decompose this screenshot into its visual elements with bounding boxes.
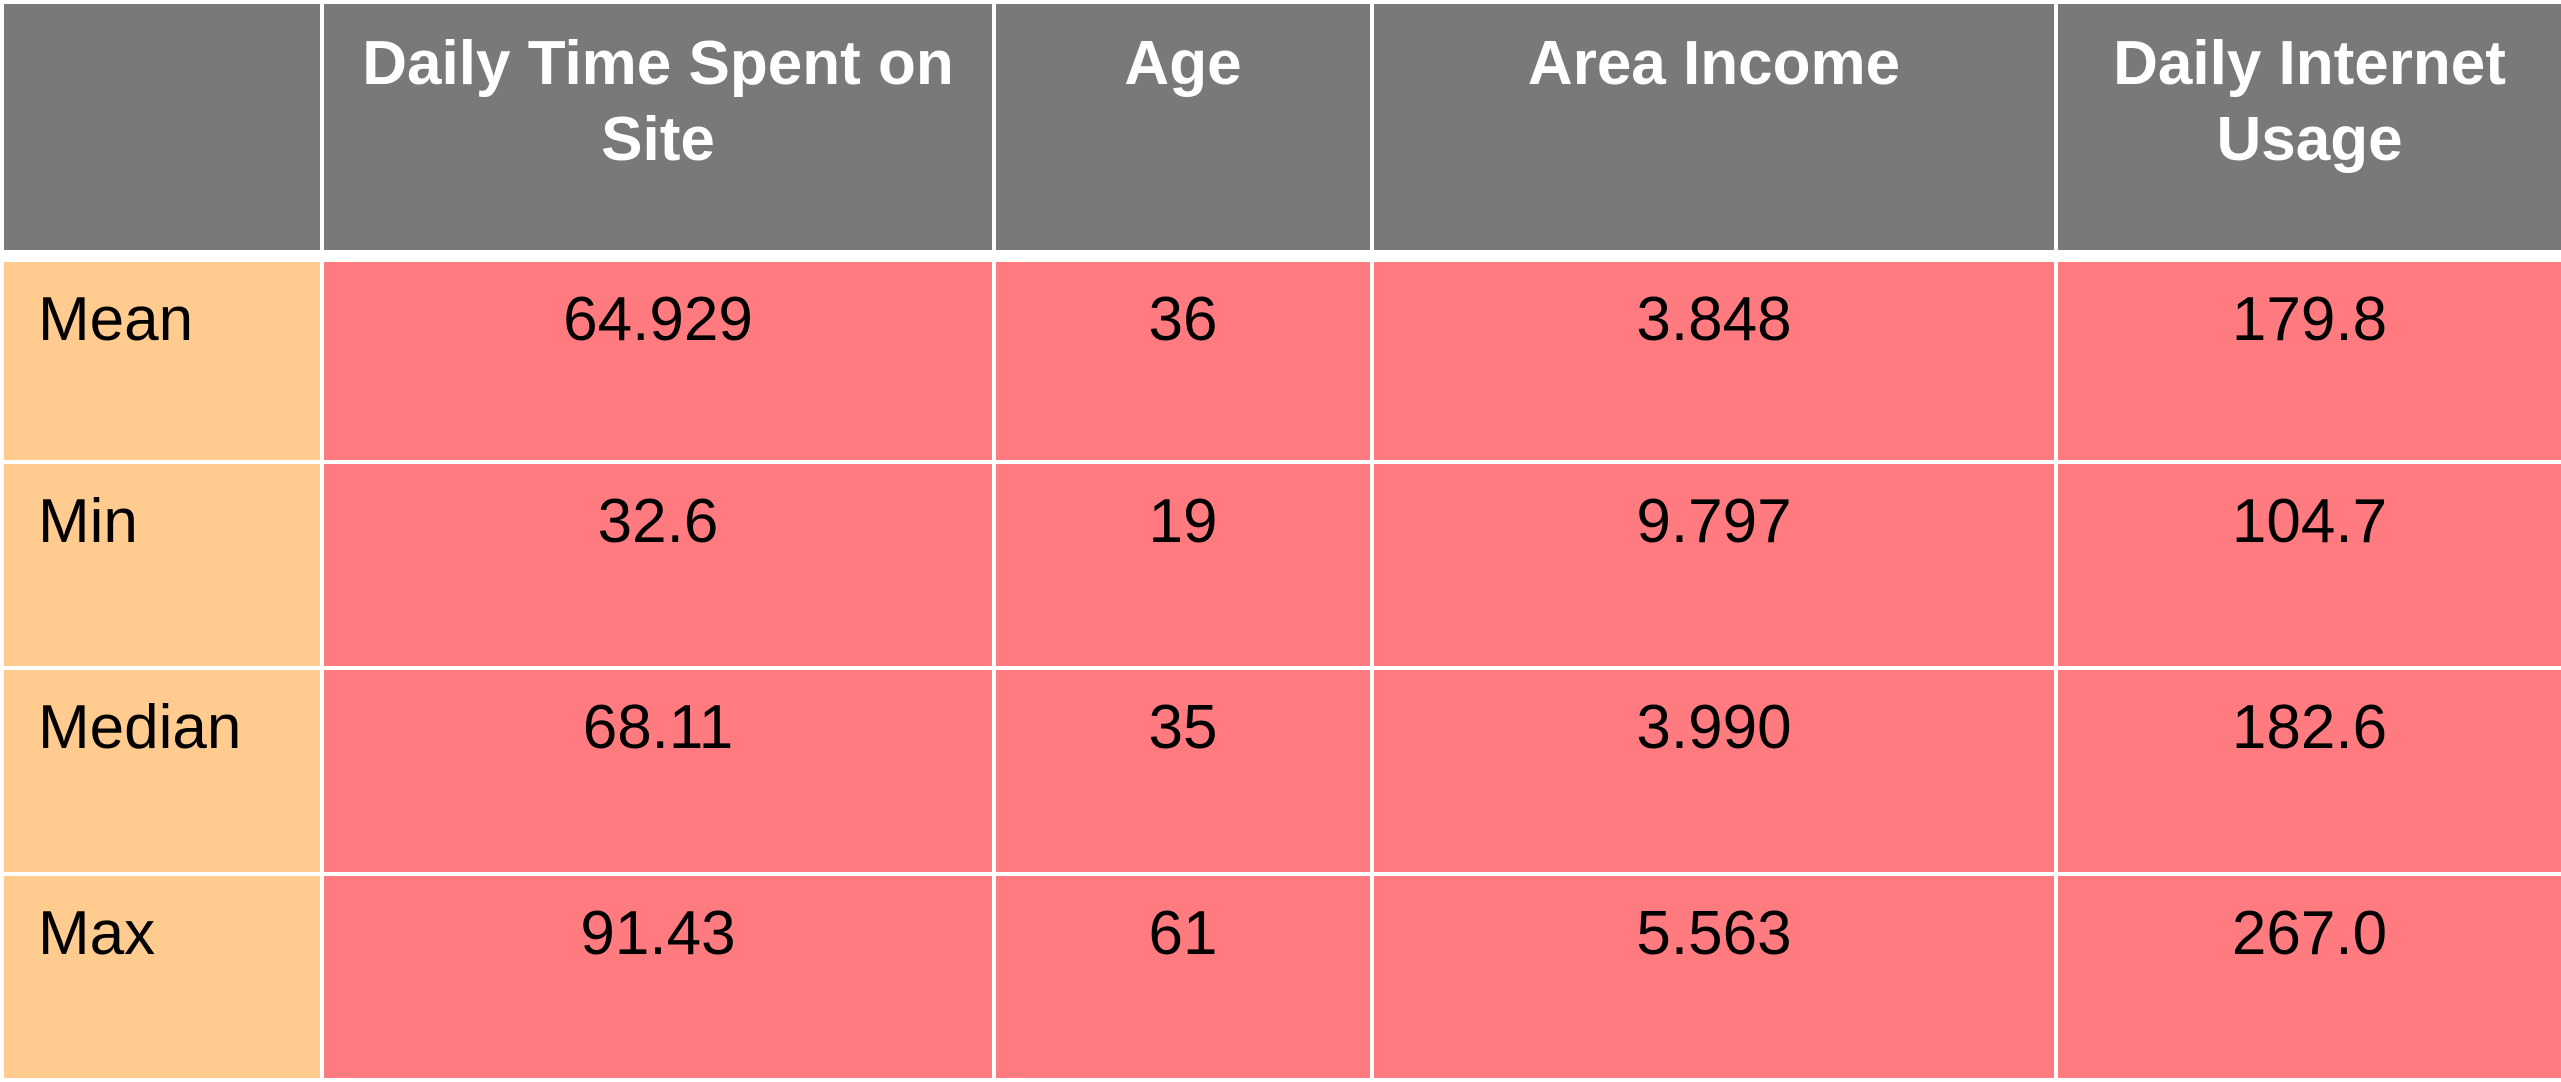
column-header-age: Age xyxy=(992,0,1374,258)
column-header-daily-internet-usage: Daily Internet Usage xyxy=(2054,0,2561,258)
cell-mean-area-income: 3.848 xyxy=(1370,254,2058,464)
corner-cell xyxy=(0,0,324,258)
cell-min-age: 19 xyxy=(992,460,1374,670)
cell-median-age: 35 xyxy=(992,666,1374,876)
cell-median-daily-internet-usage: 182.6 xyxy=(2054,666,2561,876)
cell-mean-daily-internet-usage: 179.8 xyxy=(2054,254,2561,464)
row-label-median: Median xyxy=(0,666,324,876)
cell-max-daily-internet-usage: 267.0 xyxy=(2054,872,2561,1082)
row-label-max: Max xyxy=(0,872,324,1082)
cell-min-daily-time-spent: 32.6 xyxy=(320,460,996,670)
header-row: Daily Time Spent on Site Age Area Income… xyxy=(0,0,2561,258)
cell-median-daily-time-spent: 68.11 xyxy=(320,666,996,876)
cell-max-area-income: 5.563 xyxy=(1370,872,2058,1082)
cell-min-area-income: 9.797 xyxy=(1370,460,2058,670)
cell-max-age: 61 xyxy=(992,872,1374,1082)
cell-mean-age: 36 xyxy=(992,254,1374,464)
table-row-median: Median 68.11 35 3.990 182.6 xyxy=(0,666,2561,876)
column-header-area-income: Area Income xyxy=(1370,0,2058,258)
cell-mean-daily-time-spent: 64.929 xyxy=(320,254,996,464)
table-body: Mean 64.929 36 3.848 179.8 Min 32.6 19 9… xyxy=(0,254,2561,1082)
column-header-daily-time-spent: Daily Time Spent on Site xyxy=(320,0,996,258)
table-row-mean: Mean 64.929 36 3.848 179.8 xyxy=(0,254,2561,464)
row-label-mean: Mean xyxy=(0,254,324,464)
table-row-min: Min 32.6 19 9.797 104.7 xyxy=(0,460,2561,670)
cell-median-area-income: 3.990 xyxy=(1370,666,2058,876)
cell-min-daily-internet-usage: 104.7 xyxy=(2054,460,2561,670)
table-header: Daily Time Spent on Site Age Area Income… xyxy=(0,0,2561,258)
cell-max-daily-time-spent: 91.43 xyxy=(320,872,996,1082)
row-label-min: Min xyxy=(0,460,324,670)
table-row-max: Max 91.43 61 5.563 267.0 xyxy=(0,872,2561,1082)
